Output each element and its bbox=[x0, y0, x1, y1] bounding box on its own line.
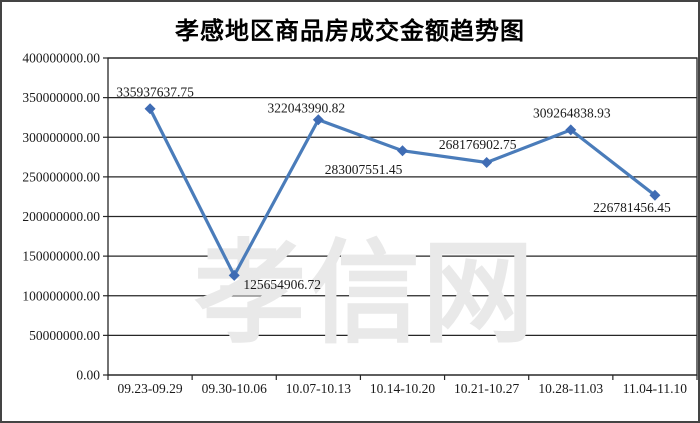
data-point-label: 226781456.45 bbox=[593, 200, 671, 215]
data-point-marker bbox=[312, 114, 324, 126]
data-point-label: 268176902.75 bbox=[439, 137, 517, 152]
data-point-marker bbox=[565, 124, 577, 136]
x-axis-tick-label: 10.07-10.13 bbox=[286, 381, 351, 396]
data-point-marker bbox=[649, 189, 661, 201]
y-axis-tick-label: 250000000.00 bbox=[22, 169, 100, 184]
y-axis-tick-label: 100000000.00 bbox=[22, 288, 100, 303]
data-point-label: 322043990.82 bbox=[268, 100, 346, 115]
x-axis-tick-label: 09.23-09.29 bbox=[117, 381, 182, 396]
y-axis-tick-label: 50000000.00 bbox=[29, 328, 100, 343]
chart-title: 孝感地区商品房成交金额趋势图 bbox=[175, 19, 525, 45]
data-point-marker bbox=[144, 103, 156, 115]
x-axis-tick-label: 10.21-10.27 bbox=[454, 381, 519, 396]
y-axis-tick-label: 350000000.00 bbox=[22, 90, 100, 105]
data-point-label: 335937637.75 bbox=[116, 84, 194, 99]
y-axis-tick-label: 200000000.00 bbox=[22, 209, 100, 224]
x-axis-tick-label: 11.04-11.10 bbox=[623, 381, 687, 396]
watermark-text: 孝信网 bbox=[194, 233, 536, 357]
y-axis-tick-label: 400000000.00 bbox=[22, 51, 100, 66]
y-axis-tick-label: 0.00 bbox=[76, 368, 100, 383]
data-point-marker bbox=[228, 269, 240, 281]
data-point-label: 283007551.45 bbox=[325, 162, 403, 177]
y-axis-tick-label: 150000000.00 bbox=[22, 249, 100, 264]
data-point-label: 125654906.72 bbox=[243, 277, 321, 292]
y-axis-tick-label: 300000000.00 bbox=[22, 130, 100, 145]
x-axis-tick-label: 09.30-10.06 bbox=[202, 381, 267, 396]
data-point-marker bbox=[481, 156, 493, 168]
plot-border bbox=[107, 57, 698, 376]
x-axis-tick-label: 10.14-10.20 bbox=[370, 381, 435, 396]
x-axis-tick-label: 10.28-11.03 bbox=[538, 381, 603, 396]
data-point-marker bbox=[397, 145, 408, 157]
data-point-label: 309264838.93 bbox=[533, 105, 611, 120]
